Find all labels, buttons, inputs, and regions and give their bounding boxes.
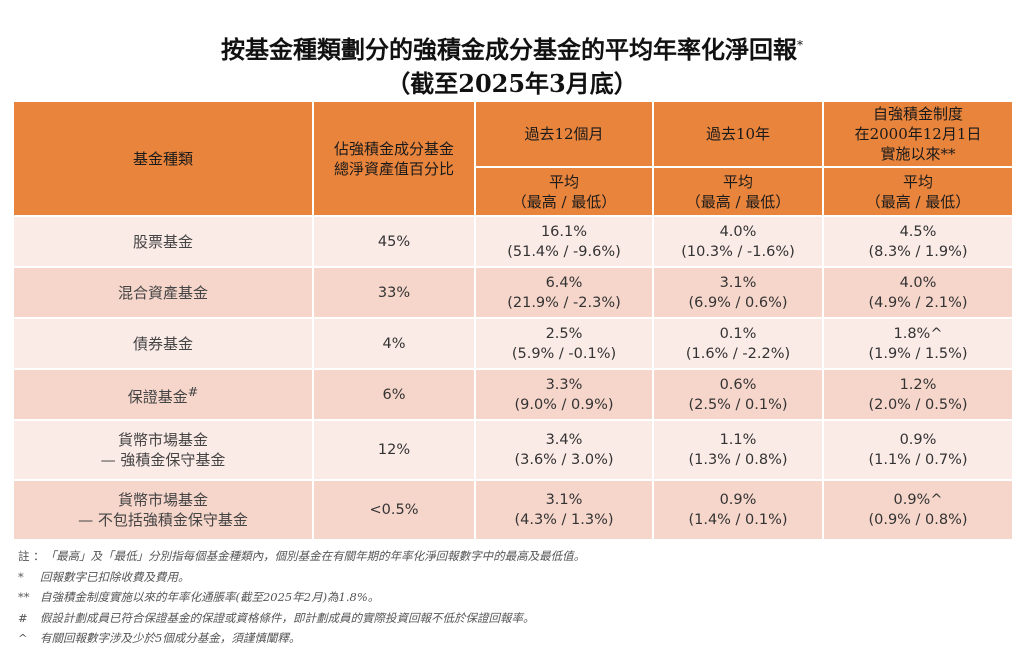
return-cell: 3.1% (6.9% / 0.6%): [652, 266, 824, 319]
return-cell: 0.6% (2.5% / 0.1%): [652, 368, 824, 421]
footnote: ** 自強積金制度實施以來的年率化通脹率(截至2025年2月)為1.8%。: [18, 590, 380, 604]
nav-share-cell: 4%: [312, 317, 476, 370]
page-title: 按基金種類劃分的強積金成分基金的平均年率化淨回報*: [221, 35, 803, 64]
header-fund-type: 基金種類: [12, 100, 314, 217]
return-cell: 3.1% (4.3% / 1.3%): [474, 479, 654, 541]
return-cell: 0.9%^ (0.9% / 0.8%): [822, 479, 1014, 541]
nav-share-cell: 6%: [312, 368, 476, 421]
fund-type-cell: 貨幣市場基金 — 強積金保守基金: [12, 419, 314, 481]
table-row: 貨幣市場基金 — 強積金保守基金 12% 3.4% (3.6% / 3.0%) 1.1%…: [12, 419, 1014, 481]
return-cell: 1.2% (2.0% / 0.5%): [822, 368, 1014, 421]
fund-type-cell: 股票基金: [12, 215, 314, 268]
table-row: 貨幣市場基金 — 不包括強積金保守基金 <0.5% 3.1% (4.3% / 1.3%…: [12, 479, 1014, 541]
return-cell: 4.5% (8.3% / 1.9%): [822, 215, 1014, 268]
subheader-avg-hilo: 平均 （最高 / 最低）: [822, 166, 1014, 217]
return-cell: 3.4% (3.6% / 3.0%): [474, 419, 654, 481]
table-row: 債券基金 4% 2.5% (5.9% / -0.1%) 0.1% (1.6% / -2.…: [12, 317, 1014, 370]
nav-share-cell: <0.5%: [312, 479, 476, 541]
table-row: 股票基金 45% 16.1% (51.4% / -9.6%) 4.0% (10.3% /…: [12, 215, 1014, 268]
fund-type-cell: 混合資產基金: [12, 266, 314, 319]
header-past-12-months: 過去12個月: [474, 100, 654, 168]
title-footnote-mark: *: [797, 38, 803, 52]
table-row: 混合資產基金 33% 6.4% (21.9% / -2.3%) 3.1% (6.9% /…: [12, 266, 1014, 319]
table-row: 保證基金# 6% 3.3% (9.0% / 0.9%) 0.6% (2.5% / 0.1…: [12, 368, 1014, 421]
nav-share-cell: 45%: [312, 215, 476, 268]
footnote: # 假設計劃成員已符合保證基金的保證或資格條件，即計劃成員的實際投資回報不低於保證…: [18, 610, 535, 625]
footnote: 註 ：「最高」及「最低」分別指每個基金種類內，個別基金在有關年期的年率化淨回報數…: [18, 549, 586, 563]
subheader-avg-hilo: 平均 （最高 / 最低）: [652, 166, 824, 217]
return-cell: 0.9% (1.4% / 0.1%): [652, 479, 824, 541]
footnotes: 註 ：「最高」及「最低」分別指每個基金種類內，個別基金在有關年期的年率化淨回報數…: [18, 546, 585, 649]
return-cell: 4.0% (10.3% / -1.6%): [652, 215, 824, 268]
return-cell: 1.1% (1.3% / 0.8%): [652, 419, 824, 481]
header-past-10-years: 過去10年: [652, 100, 824, 168]
nav-share-cell: 33%: [312, 266, 476, 319]
return-cell: 0.9% (1.1% / 0.7%): [822, 419, 1014, 481]
subheader-avg-hilo: 平均 （最高 / 最低）: [474, 166, 654, 217]
return-cell: 0.1% (1.6% / -2.2%): [652, 317, 824, 370]
footnote: ^ 有關回報數字涉及少於5個成分基金，須謹慎闡釋。: [18, 631, 301, 645]
fund-type-cell: 貨幣市場基金 — 不包括強積金保守基金: [12, 479, 314, 541]
header-since-inception: 自強積金制度 在2000年12月1日 實施以來**: [822, 100, 1014, 168]
return-cell: 6.4% (21.9% / -2.3%): [474, 266, 654, 319]
return-cell: 3.3% (9.0% / 0.9%): [474, 368, 654, 421]
returns-table: 基金種類 佔強積金成分基金 總淨資產值百分比 過去12個月 過去10年 自強積金制…: [12, 100, 1014, 541]
fund-type-cell: 債券基金: [12, 317, 314, 370]
return-cell: 1.8%^ (1.9% / 1.5%): [822, 317, 1014, 370]
return-cell: 16.1% (51.4% / -9.6%): [474, 215, 654, 268]
nav-share-cell: 12%: [312, 419, 476, 481]
return-cell: 2.5% (5.9% / -0.1%): [474, 317, 654, 370]
return-cell: 4.0% (4.9% / 2.1%): [822, 266, 1014, 319]
footnote: * 回報數字已扣除收費及費用。: [18, 569, 190, 584]
header-nav-share: 佔強積金成分基金 總淨資產值百分比: [312, 100, 476, 217]
fund-type-cell: 保證基金#: [12, 368, 314, 421]
page-subtitle: （截至2025年3月底）: [386, 69, 638, 98]
